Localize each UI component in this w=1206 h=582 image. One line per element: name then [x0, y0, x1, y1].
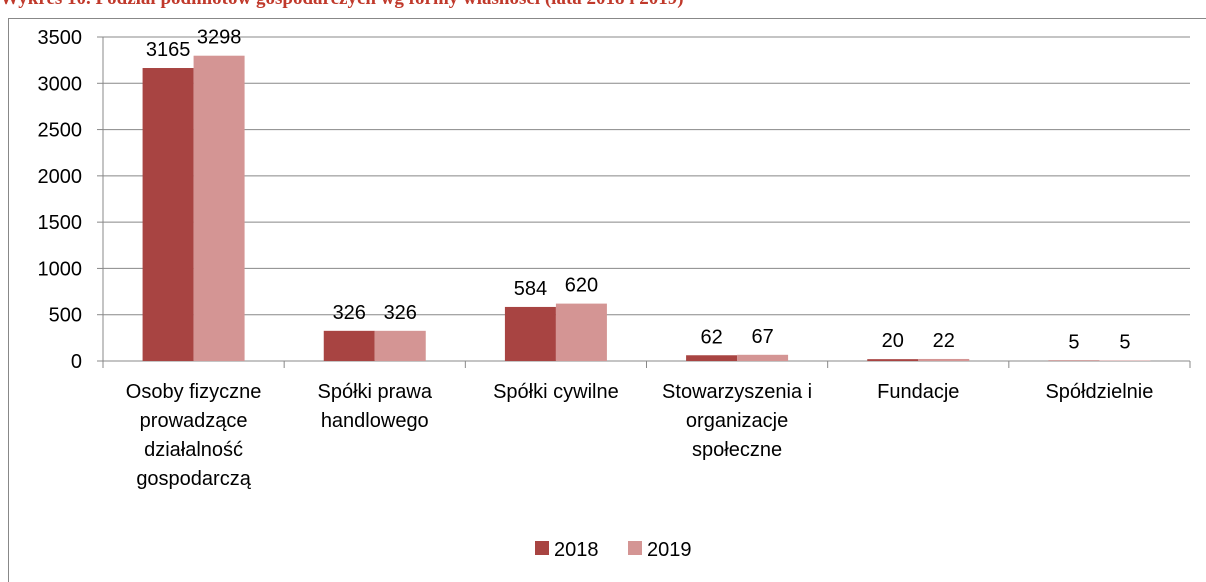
x-tick-label: Fundacje	[877, 381, 960, 403]
bar	[737, 354, 789, 361]
x-tick-label: Stowarzyszenia i organizacje społeczne	[662, 381, 813, 461]
value-label: 20	[882, 330, 904, 352]
y-tick-label: 1500	[38, 212, 83, 234]
y-tick-label: 1000	[38, 258, 83, 280]
bar	[867, 359, 919, 361]
value-label: 620	[565, 275, 598, 297]
value-label: 5	[1119, 332, 1130, 354]
bar	[374, 330, 426, 361]
legend-label: 2018	[554, 539, 599, 561]
y-tick-label: 500	[49, 305, 82, 327]
value-label: 67	[751, 326, 773, 348]
value-label: 326	[333, 302, 366, 324]
value-label: 326	[384, 302, 417, 324]
y-tick-label: 3500	[38, 27, 83, 49]
value-label: 62	[700, 326, 722, 348]
value-label: 22	[933, 330, 955, 352]
legend-swatch	[535, 541, 549, 555]
x-tick-label: Spółki cywilne	[493, 381, 619, 403]
x-tick-label: Spółdzielnie	[1045, 381, 1154, 403]
chart-title: Wykres 10. Podział podmiotów gospodarczy…	[0, 0, 684, 9]
bar	[504, 306, 556, 361]
value-label: 5	[1068, 332, 1079, 354]
legend-swatch	[628, 541, 642, 555]
y-tick-label: 2500	[38, 120, 83, 142]
value-label: 584	[514, 278, 547, 300]
y-tick-label: 2000	[38, 166, 83, 188]
value-label: 3165	[146, 39, 191, 61]
legend-label: 2019	[647, 539, 692, 561]
bar	[555, 303, 607, 361]
y-tick-label: 3000	[38, 73, 83, 95]
bar	[142, 68, 194, 362]
bar	[193, 55, 245, 361]
value-label: 3298	[197, 27, 242, 49]
bar	[686, 355, 738, 361]
bar	[918, 358, 970, 361]
bar	[323, 330, 375, 361]
x-tick-label: Spółki prawa handlowego	[317, 381, 432, 432]
x-tick-label: Osoby fizyczne prowadzące działalność go…	[125, 381, 262, 490]
y-tick-label: 0	[71, 351, 82, 373]
